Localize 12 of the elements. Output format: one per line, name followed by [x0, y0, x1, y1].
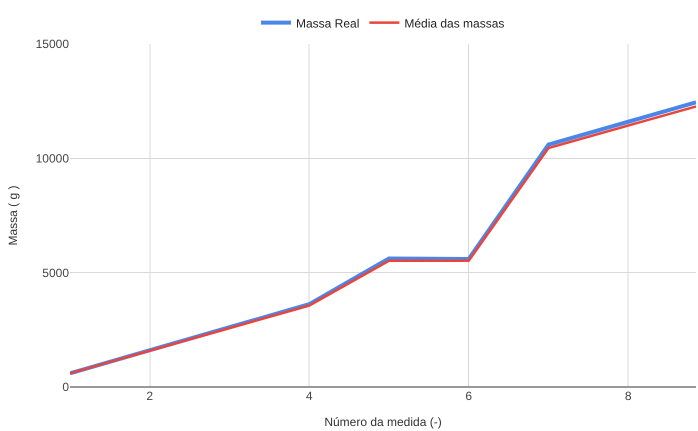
x-tick-label: 2	[146, 389, 154, 403]
x-axis-title: Número da medida (-)	[324, 414, 442, 429]
y-axis-title: Massa ( g )	[6, 185, 20, 246]
legend-label: Massa Real	[296, 16, 360, 30]
legend-label: Média das massas	[404, 16, 504, 30]
y-tick-label: 10000	[36, 152, 70, 166]
y-tick-label: 5000	[42, 266, 70, 280]
x-tick-label: 8	[624, 389, 632, 403]
y-tick-label: 0	[62, 380, 70, 394]
y-tick-label: 15000	[36, 37, 70, 52]
x-tick-label: 6	[465, 389, 472, 403]
x-tick-label: 4	[306, 389, 313, 403]
